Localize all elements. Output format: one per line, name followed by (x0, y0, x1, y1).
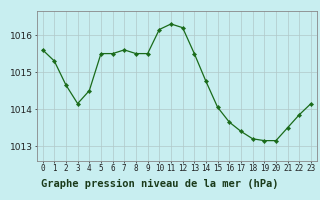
Text: Graphe pression niveau de la mer (hPa): Graphe pression niveau de la mer (hPa) (41, 179, 279, 189)
